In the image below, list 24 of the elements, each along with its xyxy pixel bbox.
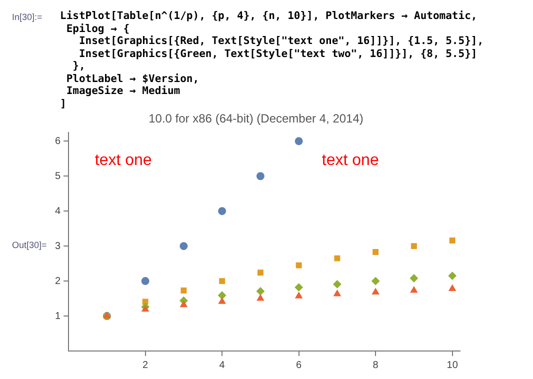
text: In[30]:= xyxy=(12,12,42,22)
text: Out[30]= xyxy=(12,240,47,250)
x-tick-label: 4 xyxy=(219,360,226,371)
chart-title: 10.0 for x86 (64-bit) (December 4, 2014) xyxy=(148,112,364,126)
x-tick-label: 6 xyxy=(296,360,302,371)
y-tick-label: 4 xyxy=(55,206,61,217)
y-tick-label: 2 xyxy=(55,276,61,287)
y-tick-label: 6 xyxy=(55,136,61,147)
text: Epilog → { xyxy=(65,22,130,34)
y-tick-label: 1 xyxy=(55,310,61,322)
y-tick-label: 3 xyxy=(55,240,61,252)
text: ] xyxy=(60,98,68,110)
annotation: text one xyxy=(94,152,152,170)
annotation: text one xyxy=(322,152,379,170)
y-tick-label: 5 xyxy=(55,170,61,182)
x-tick-label: 8 xyxy=(372,360,379,371)
text: }, xyxy=(72,60,86,72)
text: PlotLabel → $Version, xyxy=(65,72,200,85)
text: Inset[Graphics[{Green, Text[Style["text two", 16]]}], {8, 5.5}] xyxy=(78,48,478,60)
text: ListPlot[Table[n^(1/p), {p, 4}, {n, 10}], PlotMarkers → Automatic, xyxy=(60,10,478,22)
x-tick-label: 2 xyxy=(142,360,149,371)
text: ImageSize → Medium xyxy=(65,85,182,98)
x-tick-label: 10 xyxy=(446,360,458,371)
text: Inset[Graphics[{Red, Text[Style["text one", 16]]}], {1.5, 5.5}], xyxy=(78,35,484,48)
